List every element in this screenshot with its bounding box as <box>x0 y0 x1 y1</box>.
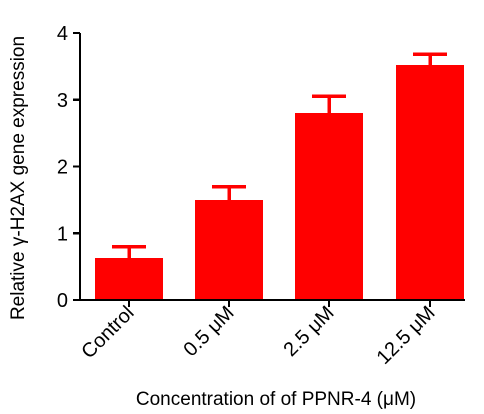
y-tick-label-0: 0 <box>57 290 68 312</box>
bars-layer <box>95 65 464 300</box>
bar-0 <box>95 257 163 300</box>
error-bars-layer <box>112 52 447 259</box>
error-bar-0 <box>112 244 146 259</box>
error-bar-3 <box>413 52 447 67</box>
bar-1 <box>195 199 263 300</box>
y-tick-label-4: 4 <box>57 23 68 45</box>
y-axis-title: Relative γ-H2AX gene expression <box>8 36 29 320</box>
x-tick-label-1: 0.5 μM <box>179 302 238 361</box>
y-ticks-layer: 0 1 2 3 4 <box>57 23 80 312</box>
y-tick-label-2: 2 <box>57 157 68 179</box>
x-tick-label-3: 12.5 μM <box>373 302 440 369</box>
x-tick-label-2: 2.5 μM <box>279 302 338 361</box>
y-tick-label-1: 1 <box>57 223 68 245</box>
error-bar-2 <box>312 94 346 115</box>
bar-2 <box>295 113 363 300</box>
x-ticks-layer: Control 0.5 μM 2.5 μM 12.5 μM <box>77 300 440 369</box>
y-tick-label-3: 3 <box>57 90 68 112</box>
x-axis-title: Concentration of of PPNR-4 (μM) <box>136 389 416 410</box>
bar-3 <box>396 65 464 300</box>
x-tick-label-0: Control <box>77 302 138 363</box>
error-bar-1 <box>212 184 246 201</box>
